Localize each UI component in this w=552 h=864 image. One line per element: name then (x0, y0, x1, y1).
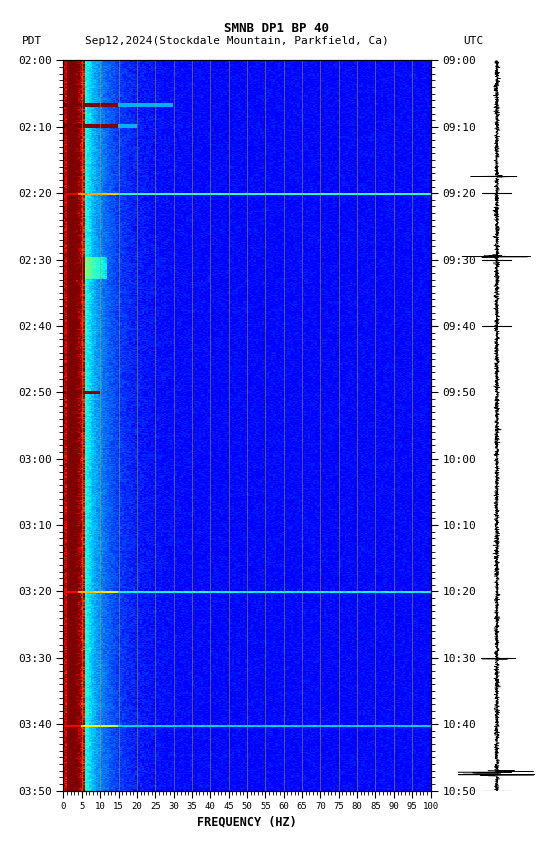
Text: SMNB DP1 BP 40: SMNB DP1 BP 40 (224, 22, 328, 35)
Text: Sep12,2024(Stockdale Mountain, Parkfield, Ca): Sep12,2024(Stockdale Mountain, Parkfield… (86, 36, 389, 47)
Text: UTC: UTC (463, 36, 483, 47)
X-axis label: FREQUENCY (HZ): FREQUENCY (HZ) (197, 816, 297, 829)
Text: PDT: PDT (22, 36, 43, 47)
